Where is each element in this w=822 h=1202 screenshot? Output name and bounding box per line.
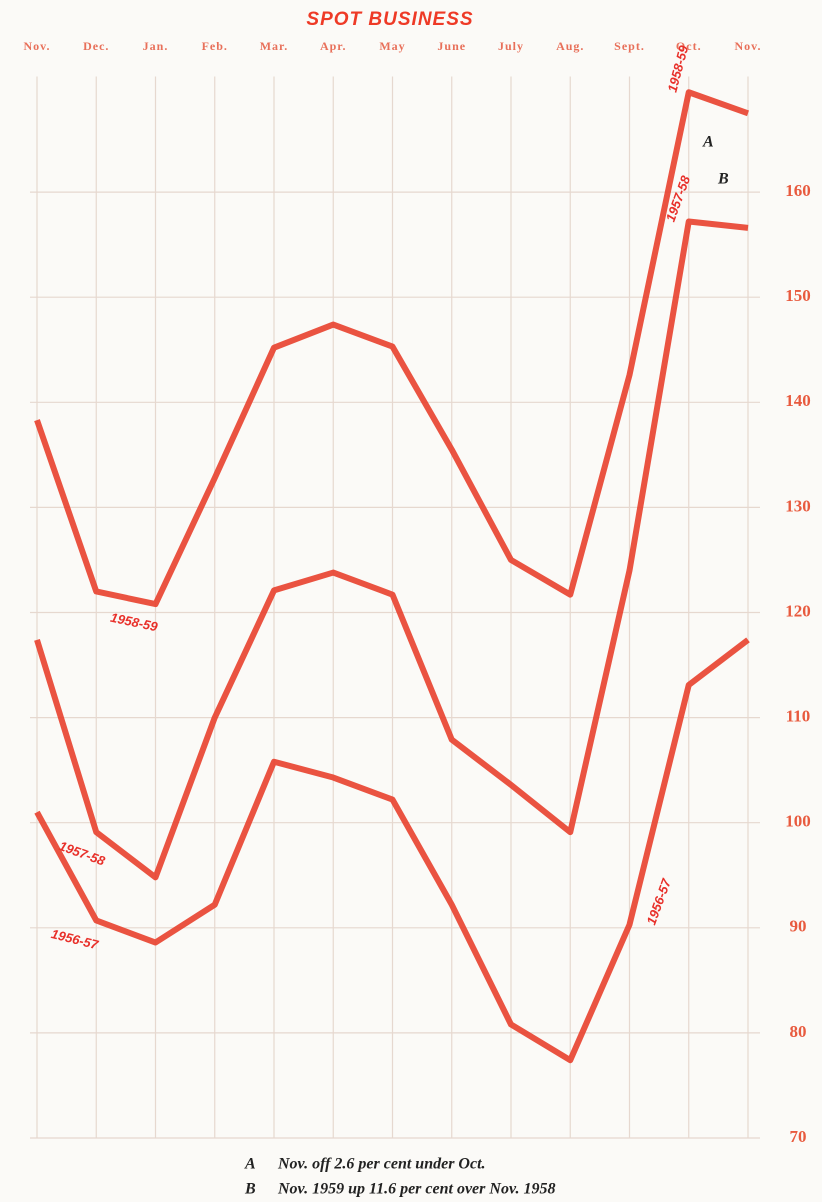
series-label: 1958-59 bbox=[109, 610, 160, 635]
y-tick-label: 90 bbox=[790, 917, 807, 936]
x-tick-label: Oct. bbox=[676, 39, 702, 53]
series-line bbox=[34, 89, 750, 608]
y-tick-label: 80 bbox=[790, 1022, 807, 1041]
x-tick-label: Sept. bbox=[614, 39, 645, 53]
series-line bbox=[34, 637, 750, 1064]
chart-title: SPOT BUSINESS bbox=[306, 9, 473, 30]
y-tick-label: 70 bbox=[790, 1127, 807, 1146]
x-tick-label: Feb. bbox=[202, 39, 228, 53]
x-tick-label: Nov. bbox=[734, 39, 761, 53]
x-tick-label: Aug. bbox=[556, 39, 584, 53]
x-tick-label: Dec. bbox=[83, 39, 109, 53]
series-line bbox=[34, 218, 749, 881]
y-tick-label: 110 bbox=[786, 707, 811, 726]
y-tick-label: 130 bbox=[785, 496, 811, 515]
note-text: Nov. 1959 up 11.6 per cent over Nov. 195… bbox=[277, 1181, 555, 1198]
y-tick-label: 120 bbox=[785, 601, 811, 620]
note-text: Nov. off 2.6 per cent under Oct. bbox=[277, 1156, 486, 1173]
x-tick-label: Jan. bbox=[143, 39, 169, 53]
series-label: 1958-59 bbox=[664, 43, 691, 94]
annotation-marker: B bbox=[717, 171, 729, 188]
x-tick-label: May bbox=[379, 39, 405, 53]
y-tick-label: 160 bbox=[785, 181, 811, 200]
y-tick-label: 100 bbox=[785, 812, 811, 831]
x-tick-label: Apr. bbox=[320, 39, 347, 53]
x-tick-label: Mar. bbox=[260, 39, 289, 53]
x-tick-label: July bbox=[498, 39, 524, 53]
series-label: 1956-57 bbox=[643, 876, 674, 927]
note-letter: A bbox=[244, 1156, 256, 1173]
series-label: 1956-57 bbox=[50, 926, 101, 952]
x-tick-label: June bbox=[437, 39, 466, 53]
x-tick-label: Nov. bbox=[23, 39, 50, 53]
annotation-marker: A bbox=[702, 134, 714, 151]
y-tick-label: 150 bbox=[785, 286, 811, 305]
note-letter: B bbox=[244, 1181, 256, 1198]
y-tick-label: 140 bbox=[785, 391, 811, 410]
